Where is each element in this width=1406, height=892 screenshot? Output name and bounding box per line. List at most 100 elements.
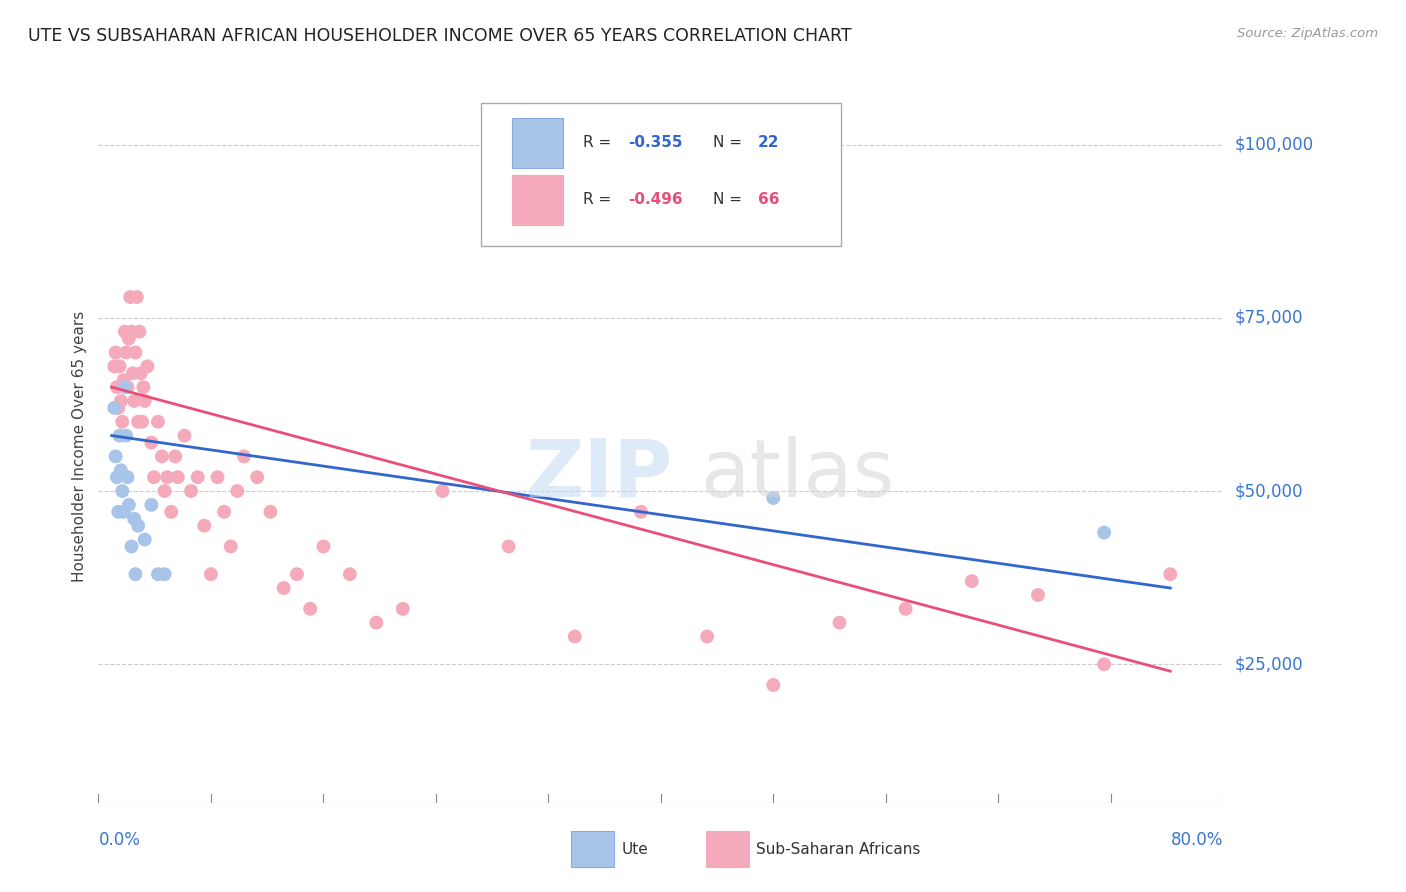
Point [894,602,917,616]
Point [226,483,249,498]
Point [564,630,586,644]
Point [115,345,138,359]
Point [115,428,138,442]
Point [121,366,143,380]
Point [111,415,134,429]
Text: 22: 22 [758,136,779,150]
Text: N =: N = [713,136,747,150]
Point [273,581,295,595]
Point [121,325,143,339]
Text: R =: R = [583,136,616,150]
Point [187,470,209,484]
Point [366,615,388,630]
Point [146,567,169,582]
Point [114,380,136,394]
Point [110,394,132,409]
Text: 66: 66 [758,193,779,207]
Point [1092,525,1115,540]
Text: -0.496: -0.496 [628,193,683,207]
Point [153,567,176,582]
Point [104,450,127,464]
Point [762,491,785,505]
Point [127,415,149,429]
Point [630,505,652,519]
Point [212,505,235,519]
Y-axis label: Householder Income Over 65 years: Householder Income Over 65 years [72,310,87,582]
Point [153,483,176,498]
Text: Sub-Saharan Africans: Sub-Saharan Africans [756,842,921,856]
Point [143,470,166,484]
Point [104,345,127,359]
Point [193,518,215,533]
Point [103,401,125,415]
Point [173,428,195,442]
Point [110,463,132,477]
Point [246,470,269,484]
Text: R =: R = [583,193,616,207]
Point [107,401,129,415]
Point [121,540,143,554]
Point [299,602,322,616]
Point [312,540,335,554]
Point [1092,657,1115,672]
Text: ZIP: ZIP [526,435,673,514]
FancyBboxPatch shape [512,118,562,168]
Text: $50,000: $50,000 [1234,482,1303,500]
Point [103,359,125,374]
Point [165,450,187,464]
Point [1026,588,1049,602]
Point [160,505,183,519]
Point [112,505,135,519]
Point [432,483,454,498]
Point [141,435,163,450]
Point [105,470,128,484]
Point [129,366,152,380]
Text: N =: N = [713,193,747,207]
Point [134,533,156,547]
Point [233,450,256,464]
Point [124,345,146,359]
Text: $25,000: $25,000 [1234,656,1303,673]
Text: Ute: Ute [621,842,648,856]
Text: 80.0%: 80.0% [1171,830,1223,848]
Text: UTE VS SUBSAHARAN AFRICAN HOUSEHOLDER INCOME OVER 65 YEARS CORRELATION CHART: UTE VS SUBSAHARAN AFRICAN HOUSEHOLDER IN… [28,27,852,45]
Point [107,505,129,519]
Point [118,498,141,512]
Point [125,290,148,304]
Point [108,428,131,442]
FancyBboxPatch shape [706,831,748,867]
Point [696,630,718,644]
Point [219,540,242,554]
Point [1159,567,1181,582]
Point [136,359,159,374]
Point [132,380,155,394]
Text: 0.0%: 0.0% [98,830,141,848]
Text: -0.355: -0.355 [628,136,683,150]
FancyBboxPatch shape [481,103,841,246]
Point [762,678,785,692]
Point [134,394,156,409]
Point [166,470,188,484]
Point [156,470,179,484]
Point [259,505,281,519]
Point [391,602,413,616]
Point [128,325,150,339]
Point [146,415,169,429]
FancyBboxPatch shape [571,831,613,867]
Text: $100,000: $100,000 [1234,136,1313,153]
Point [122,512,145,526]
Point [207,470,229,484]
Point [141,498,163,512]
FancyBboxPatch shape [512,175,562,225]
Point [150,450,173,464]
Point [498,540,520,554]
Point [339,567,361,582]
Point [111,483,134,498]
Point [120,290,142,304]
Point [117,380,139,394]
Text: Source: ZipAtlas.com: Source: ZipAtlas.com [1237,27,1378,40]
Point [124,567,146,582]
Point [127,518,149,533]
Point [200,567,222,582]
Point [960,574,983,588]
